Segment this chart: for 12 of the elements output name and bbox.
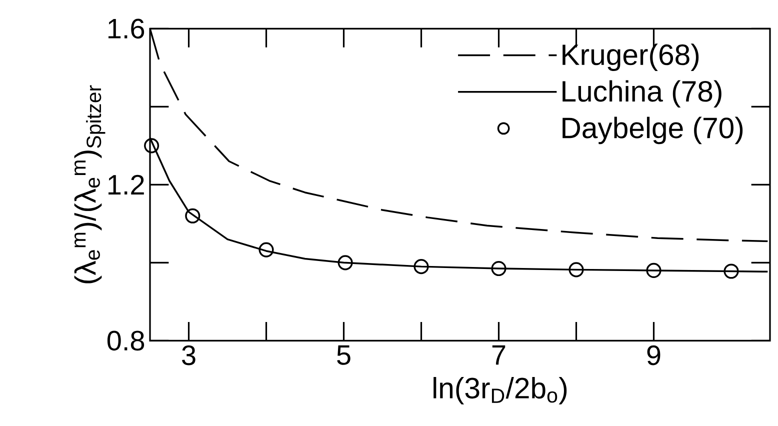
legend-label: Luchina (78) <box>562 80 722 108</box>
y-axis-title: (λ$_{e}$$^{m}$)/(λ$_{e}$$^{m}$)$_{Spitzer}$ <box>74 85 106 284</box>
legend-label: Daybelge (70) <box>562 116 743 144</box>
x-tick-label: 3 <box>182 345 196 366</box>
y-tick-label: 1.2 <box>108 174 144 194</box>
legend-label: Kruger(68) <box>562 44 699 71</box>
x-axis-title: ln(3r$_{D}$/2b$_{o}$) <box>434 377 567 404</box>
x-tick-label: 9 <box>647 345 660 366</box>
x-tick-label: 5 <box>337 345 350 365</box>
y-tick-label: 1.6 <box>108 18 144 39</box>
y-tick-label: 0.8 <box>107 330 144 351</box>
x-tick-label: 7 <box>492 345 506 365</box>
